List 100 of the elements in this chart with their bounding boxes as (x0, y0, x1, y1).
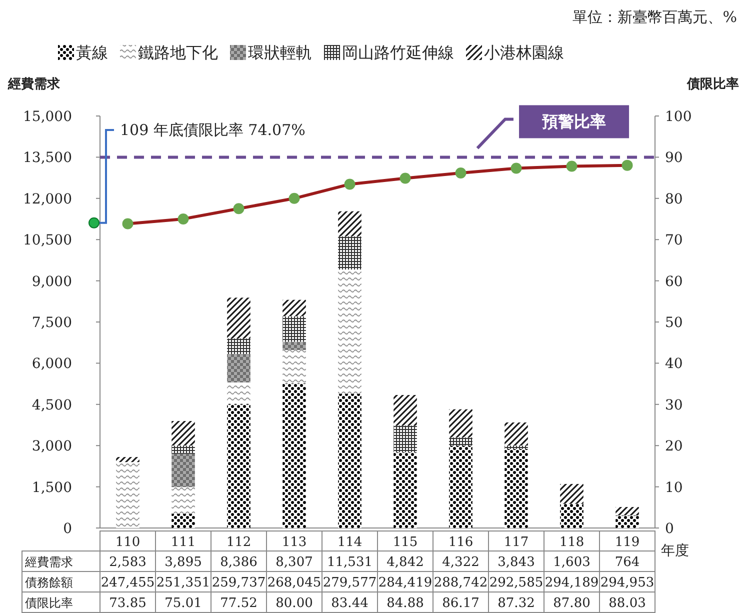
y2-tick-label: 60 (665, 274, 683, 290)
data-label: 87.80 (553, 596, 590, 611)
x-tick-label: 110 (115, 535, 140, 550)
bar (172, 421, 195, 446)
y2-tick-label: 100 (665, 109, 692, 125)
bar (227, 338, 250, 354)
y2-tick-label: 30 (665, 397, 683, 414)
data-label: 77.52 (220, 596, 258, 611)
bar (394, 426, 417, 452)
y2-tick-label: 20 (665, 438, 683, 455)
bar (394, 452, 417, 528)
legend-label: 黃線 (76, 43, 108, 62)
x-tick-label: 111 (170, 535, 196, 550)
bar (282, 350, 306, 384)
y2-tick-label: 90 (665, 150, 683, 166)
bar (116, 462, 140, 528)
x-tick-label: 116 (448, 535, 474, 550)
bar (394, 395, 417, 426)
y-tick-label: 6,000 (32, 356, 72, 372)
total-label: 4,322 (442, 555, 480, 570)
text: 294,953 (600, 576, 654, 590)
bar (172, 487, 195, 514)
bar (504, 422, 528, 446)
bar (282, 300, 306, 316)
bar (338, 211, 362, 236)
y2-tick-label: 40 (665, 356, 683, 372)
total-label: 764 (614, 555, 640, 570)
bar (504, 446, 528, 449)
y2-tick-label: 80 (665, 191, 683, 208)
bar (227, 404, 250, 528)
bar (560, 504, 584, 528)
y-tick-label: 4,500 (32, 397, 72, 414)
y-tick-label: 13,500 (23, 150, 72, 166)
annotation: 109 年底債限比率 74.07% (120, 121, 306, 139)
legend-label: 環狀輕軌 (248, 43, 312, 62)
data-label: 88.03 (608, 596, 646, 611)
y2-tick-label: 10 (665, 480, 683, 496)
x-tick-label: 117 (504, 535, 529, 550)
data-label: 73.85 (109, 596, 146, 611)
text: 292,585 (489, 576, 544, 590)
text: 284,419 (378, 576, 432, 590)
y2-tick-label: 70 (665, 232, 683, 249)
y-tick-label: 0 (63, 521, 72, 537)
bar (449, 446, 472, 528)
total-label: 11,531 (327, 555, 372, 570)
data-label: 75.01 (164, 596, 202, 611)
text: 247,455 (100, 576, 155, 590)
data-label: 84.88 (386, 596, 424, 611)
bar (504, 448, 528, 528)
y2-tick-label: 50 (665, 315, 683, 331)
bar (338, 236, 362, 270)
text: 268,045 (267, 576, 322, 590)
bar (449, 409, 472, 438)
y-tick-label: 1,500 (32, 480, 72, 496)
bar (616, 515, 639, 528)
y-tick-label: 12,000 (23, 191, 72, 208)
y-axis-title: 經費需求 (7, 76, 61, 92)
y2-axis-title: 債限比率 (686, 76, 739, 92)
legend-label: 鐵路地下化 (138, 43, 218, 62)
y-tick-label: 3,000 (32, 438, 72, 455)
text: 債限比率 (25, 596, 73, 610)
bar (338, 270, 362, 394)
y2-tick-label: 0 (665, 521, 674, 537)
x-tick-label: 115 (392, 535, 418, 550)
bar (227, 298, 250, 338)
bar (338, 394, 362, 528)
y-tick-label: 10,500 (23, 232, 72, 249)
x-tick-label: 118 (559, 535, 584, 550)
y-tick-label: 15,000 (23, 109, 72, 125)
bar (172, 514, 195, 528)
total-label: 3,895 (164, 555, 202, 570)
chart-subtitle: 單位：新臺幣百萬元、% (572, 8, 737, 26)
total-label: 8,307 (276, 555, 313, 570)
total-label: 2,583 (109, 555, 146, 570)
text: 279,577 (322, 576, 377, 590)
bar (282, 342, 306, 350)
data-label: 80.00 (276, 596, 313, 611)
x-tick-label: 113 (282, 535, 307, 550)
data-label: 86.17 (442, 596, 480, 611)
bar (560, 484, 584, 504)
text: 經費需求 (24, 555, 73, 569)
y-tick-label: 7,500 (32, 315, 72, 331)
total-label: 4,842 (386, 555, 424, 570)
data-label: 83.44 (331, 596, 368, 611)
ref-line-label: 預警比率 (541, 112, 606, 132)
x-tick-label: 119 (614, 535, 640, 550)
text: 259,737 (212, 576, 266, 590)
text: 債務餘額 (25, 576, 73, 590)
x-tick-label: 112 (226, 535, 252, 550)
total-label: 8,386 (220, 555, 258, 570)
bar (172, 454, 195, 488)
bar (282, 316, 306, 342)
text: 251,351 (156, 576, 210, 590)
bar (227, 354, 250, 382)
bar (282, 383, 306, 528)
bar (116, 457, 140, 462)
text: 288,742 (434, 576, 488, 590)
x-tick-label: 114 (337, 535, 362, 550)
y-tick-label: 9,000 (32, 274, 72, 290)
bar (616, 507, 639, 516)
